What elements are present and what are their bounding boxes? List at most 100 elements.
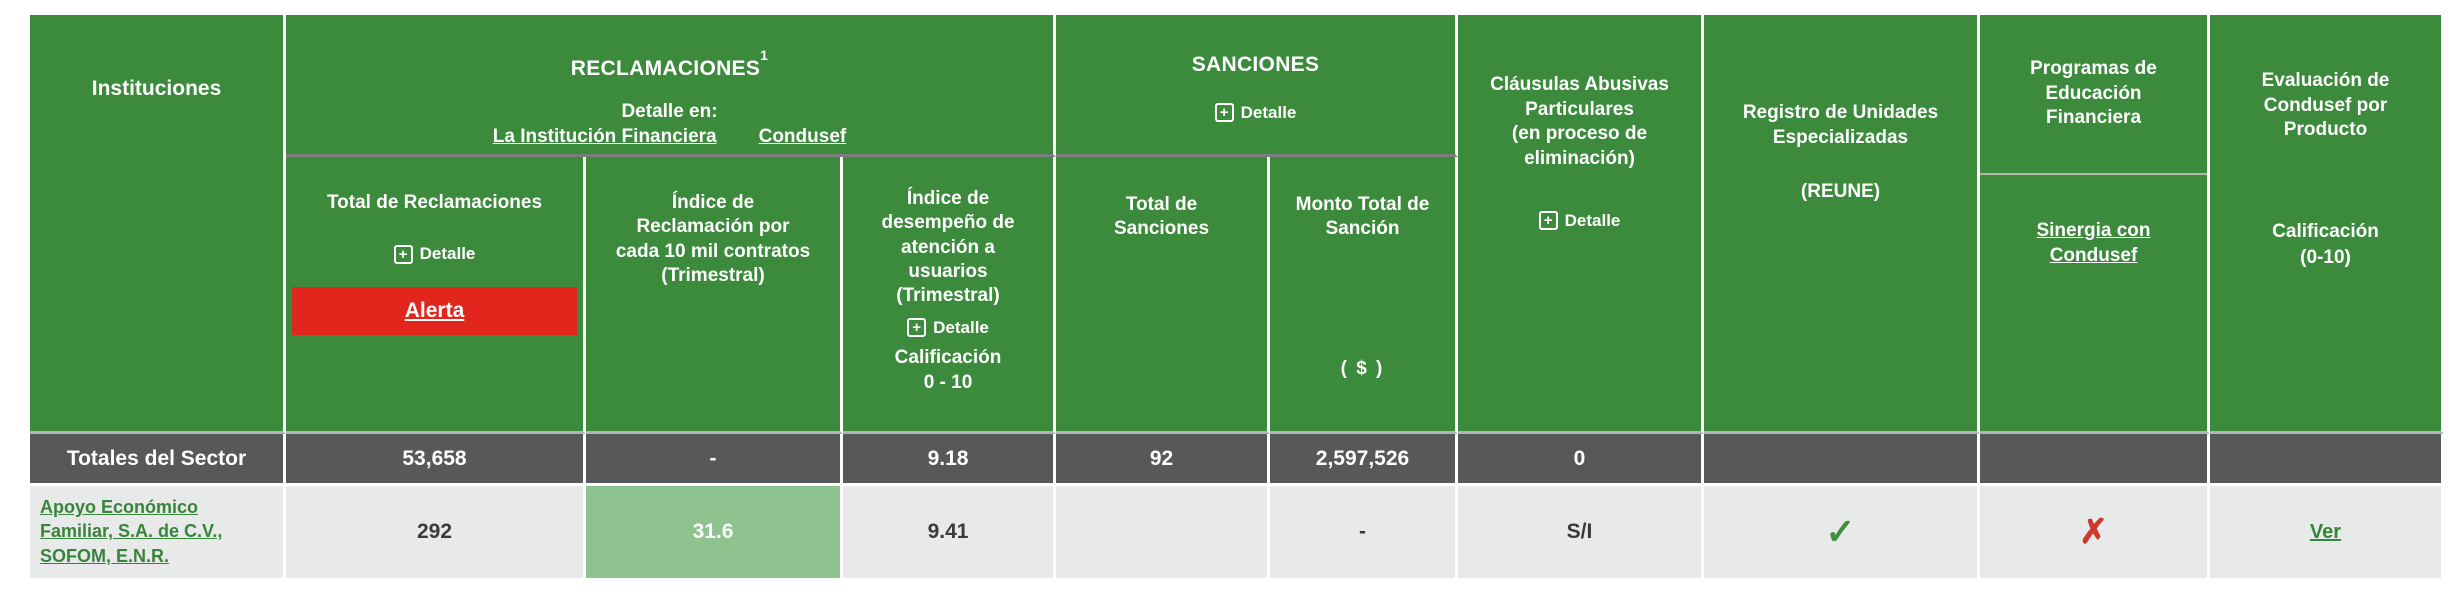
institution-cell: Apoyo Económico Familiar, S.A. de C.V., … (30, 486, 286, 578)
clausulas-line: (en proceso de (1511, 123, 1648, 145)
link-la-institucion-financiera[interactable]: La Institución Financiera (492, 126, 717, 147)
plus-icon[interactable]: + (1214, 103, 1234, 122)
sanciones-title: SANCIONES (1191, 52, 1320, 76)
clausulas-detalle-label: Detalle (1564, 210, 1621, 230)
evaluacion-line: Producto (2283, 119, 2368, 141)
alerta-button[interactable]: Alerta (292, 287, 577, 336)
clausulas-line: Cláusulas Abusivas (1490, 74, 1669, 95)
programas-line: Financiera (2045, 107, 2142, 129)
row-total-reclamaciones: 292 (286, 486, 586, 578)
monto-total-title: Monto Total de Sanción (1296, 193, 1430, 242)
indice-desempeno-line: atención a (901, 236, 995, 258)
totals-indice-desempeno: 9.18 (843, 434, 1056, 486)
calificacion-line: Calificación (2272, 221, 2379, 243)
institution-name-line: Apoyo Económico (40, 497, 199, 517)
header-instituciones: Instituciones (30, 15, 286, 434)
evaluacion-line: Condusef por (2263, 94, 2388, 116)
row-evaluacion-cell: Ver (2210, 486, 2444, 578)
subheader-indice-desempeno: Índice de desempeño de atención a usuari… (843, 157, 1056, 434)
header-evaluacion-condusef: Evaluación de Condusef por Producto Cali… (2210, 15, 2444, 434)
calificacion-line: 0 - 10 (923, 372, 973, 393)
reclamaciones-footnote-marker: 1 (760, 46, 769, 63)
clausulas-line: Particulares (1525, 98, 1634, 120)
indice-desempeno-line: desempeño de (881, 212, 1015, 234)
evaluacion-calificacion: Calificación (0-10) (2272, 219, 2379, 270)
reune-title: Registro de Unidades Especializadas (1743, 101, 1938, 150)
monto-unit-label: ( $ ) (1340, 357, 1385, 379)
totals-indice-reclamacion: - (586, 434, 843, 486)
monto-total-line: Monto Total de (1295, 194, 1430, 215)
reclamaciones-title-text: RECLAMACIONES (570, 56, 761, 80)
reune-line: Registro de Unidades (1742, 102, 1939, 123)
row-reune-status: ✓ (1704, 486, 1980, 578)
institution-name-line: SOFOM, E.N.R. (40, 545, 170, 566)
sinergia-line: Sinergia con (2036, 220, 2151, 241)
total-sanciones-line: Total de (1125, 194, 1198, 215)
programas-title: Programas de Educación Financiera (1980, 15, 2207, 175)
header-reune: Registro de Unidades Especializadas (REU… (1704, 15, 1980, 434)
clausulas-title: Cláusulas Abusivas Particulares (en proc… (1490, 73, 1669, 172)
reclamaciones-title: RECLAMACIONES1 (571, 36, 769, 81)
indice-reclamacion-line: Reclamación por (636, 216, 790, 238)
plus-icon[interactable]: + (393, 244, 413, 264)
total-reclamaciones-detalle-toggle[interactable]: + Detalle (393, 243, 476, 265)
sanciones-detalle-label: Detalle (1240, 102, 1297, 122)
row-indice-desempeno: 9.41 (843, 486, 1056, 578)
totals-clausulas: 0 (1458, 434, 1704, 486)
clausulas-detalle-toggle[interactable]: + Detalle (1538, 210, 1621, 232)
indice-desempeno-detalle-toggle[interactable]: + Detalle (907, 317, 989, 339)
plus-icon[interactable]: + (1538, 211, 1558, 231)
evaluacion-line: Evaluación de (2261, 70, 2390, 91)
row-monto-total: - (1270, 486, 1458, 578)
row-clausulas: S/I (1458, 486, 1704, 578)
indice-desempeno-line: usuarios (908, 260, 988, 282)
check-icon: ✓ (1825, 511, 1856, 552)
row-programas-status: ✗ (1980, 486, 2210, 578)
total-reclamaciones-title: Total de Reclamaciones (326, 192, 543, 213)
totals-reune (1704, 434, 1980, 486)
totals-programas (1980, 434, 2210, 486)
detalle-en-label: Detalle en: (621, 101, 718, 122)
calificacion-line: Calificación (894, 347, 1002, 369)
row-indice-reclamacion-highlighted: 31.6 (586, 486, 843, 578)
link-sinergia-con-condusef[interactable]: Sinergia con Condusef (2036, 219, 2150, 268)
institution-name-line: Familiar, S.A. de C.V., (40, 521, 223, 542)
indice-desempeno-title: Índice de desempeño de atención a usuari… (881, 187, 1014, 309)
programas-line: Programas de (2030, 57, 2157, 79)
subheader-total-sanciones: Total de Sanciones (1056, 157, 1270, 434)
cross-icon: ✗ (2079, 513, 2108, 551)
reune-acronym: (REUNE) (1800, 181, 1881, 203)
indice-desempeno-detalle-label: Detalle (933, 317, 989, 337)
header-programas-educacion: Programas de Educación Financiera Sinerg… (1980, 15, 2210, 434)
totals-total-reclamaciones: 53,658 (286, 434, 586, 486)
ver-link[interactable]: Ver (2309, 520, 2342, 543)
indice-desempeno-calificacion: Calificación 0 - 10 (895, 346, 1002, 395)
sinergia-line: Condusef (2049, 244, 2138, 266)
totals-monto-total: 2,597,526 (1270, 434, 1458, 486)
indice-reclamacion-line: (Trimestral) (661, 264, 765, 286)
totals-evaluacion (2210, 434, 2444, 486)
monto-total-line: Sanción (1325, 218, 1400, 240)
header-clausulas-abusivas: Cláusulas Abusivas Particulares (en proc… (1458, 15, 1704, 434)
total-sanciones-title: Total de Sanciones (1114, 193, 1209, 242)
institution-link-apoyo-economico[interactable]: Apoyo Económico Familiar, S.A. de C.V., … (40, 495, 222, 568)
header-group-sanciones: SANCIONES + Detalle (1056, 15, 1458, 157)
indice-reclamacion-line: cada 10 mil contratos (615, 240, 811, 262)
reune-line: Especializadas (1772, 126, 1909, 148)
indice-desempeno-line: (Trimestral) (896, 285, 1000, 307)
subheader-monto-total: Monto Total de Sanción ( $ ) (1270, 157, 1458, 434)
programas-line: Educación (2045, 82, 2142, 104)
subheader-total-reclamaciones: Total de Reclamaciones + Detalle Alerta (286, 157, 586, 434)
sanciones-detalle-toggle[interactable]: + Detalle (1214, 102, 1297, 123)
detalle-links: La Institución Financiera Condusef (493, 126, 846, 148)
link-condusef[interactable]: Condusef (758, 126, 847, 147)
totals-total-sanciones: 92 (1056, 434, 1270, 486)
indice-reclamacion-line: Índice de (671, 192, 755, 213)
condusef-sector-table: Instituciones RECLAMACIONES1 Detalle en:… (30, 15, 2444, 578)
total-sanciones-line: Sanciones (1113, 218, 1210, 240)
row-total-sanciones (1056, 486, 1270, 578)
subheader-indice-reclamacion: Índice de Reclamación por cada 10 mil co… (586, 157, 843, 434)
plus-icon[interactable]: + (907, 317, 927, 337)
total-reclamaciones-detalle-label: Detalle (419, 244, 476, 264)
totals-label: Totales del Sector (30, 434, 286, 486)
